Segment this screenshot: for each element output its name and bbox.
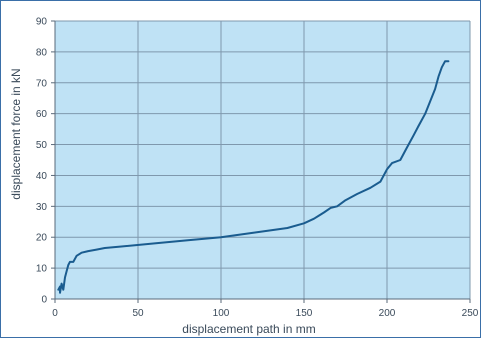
- x-tick-labels: 0 50 100 150 200 250: [52, 308, 479, 319]
- y-tick-label: 0: [41, 295, 47, 306]
- y-tick-label: 40: [36, 171, 48, 182]
- y-tick-label: 80: [36, 47, 48, 58]
- series-line: [57, 60, 450, 294]
- y-axis-label: displacement force in kN: [9, 68, 23, 199]
- y-tick-label: 90: [36, 17, 48, 28]
- x-tick-label: 250: [462, 308, 479, 319]
- x-tick-label: 200: [379, 308, 396, 319]
- y-tick-label: 10: [36, 264, 48, 275]
- y-tick-label: 20: [36, 233, 48, 244]
- y-tick-label: 70: [36, 78, 48, 89]
- x-tick-label: 0: [52, 308, 58, 319]
- y-tick-label: 50: [36, 140, 48, 151]
- y-tick-label: 60: [36, 109, 48, 120]
- y-tick-labels: 0 10 20 30 40 50 60 70 80 90: [36, 17, 48, 306]
- x-tick-label: 100: [213, 308, 230, 319]
- y-tick-label: 30: [36, 202, 48, 213]
- x-axis-label: displacement path in mm: [182, 322, 315, 336]
- plot-area: [55, 21, 470, 299]
- series-group: [57, 60, 450, 294]
- x-tick-label: 50: [132, 308, 144, 319]
- axes: [51, 20, 471, 303]
- x-tick-label: 150: [296, 308, 313, 319]
